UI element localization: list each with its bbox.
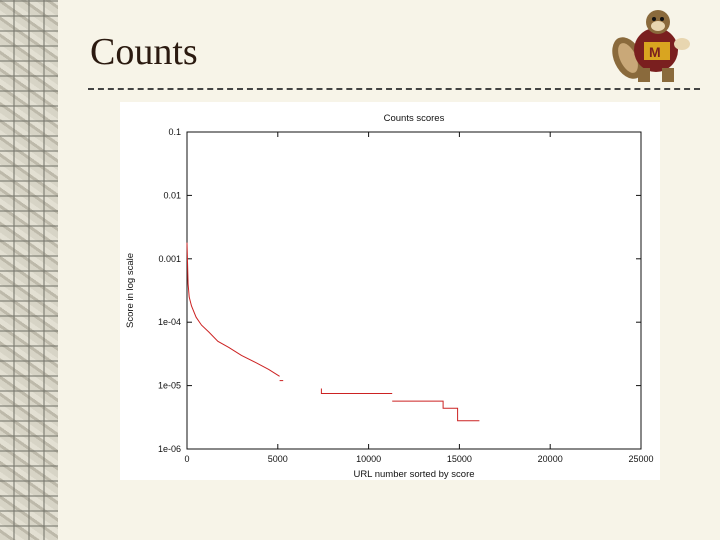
y-tick-label: 1e-06 [158,444,181,454]
y-axis: 1e-06 1e-05 1e-04 0.001 0.01 0.1 [158,127,641,454]
slide-title: Counts [90,31,198,73]
x-axis-label: URL number sorted by score [353,469,474,480]
y-tick-label: 0.001 [158,254,181,264]
series-line-segment [320,388,393,394]
x-tick-label: 5000 [268,454,288,464]
chart-panel: Counts scores 0 5000 10000 15000 20000 25000 … [120,102,660,480]
x-tick-label: 20000 [538,454,563,464]
series-line-segment [186,242,280,377]
x-tick-label: 15000 [447,454,472,464]
x-tick-label: 25000 [628,454,653,464]
series-counts [186,242,480,422]
chart-svg: Counts scores 0 5000 10000 15000 20000 25000 … [125,113,654,480]
x-tick-label: 10000 [356,454,381,464]
svg-text:M: M [649,44,661,60]
y-tick-label: 1e-05 [158,381,181,391]
y-tick-label: 0.01 [163,190,181,200]
y-tick-label: 0.1 [168,127,181,137]
left-decorative-strip [0,0,58,540]
x-axis: 0 5000 10000 15000 20000 25000 [184,132,654,464]
y-tick-label: 1e-04 [158,317,181,327]
chart-title: Counts scores [384,113,445,124]
series-line-segment [392,400,480,422]
title-underline [88,88,700,90]
y-axis-label: Score in log scale [125,253,136,328]
plot-area [186,131,642,450]
gopher-mascot-icon: M [606,6,698,86]
x-tick-label: 0 [184,454,189,464]
